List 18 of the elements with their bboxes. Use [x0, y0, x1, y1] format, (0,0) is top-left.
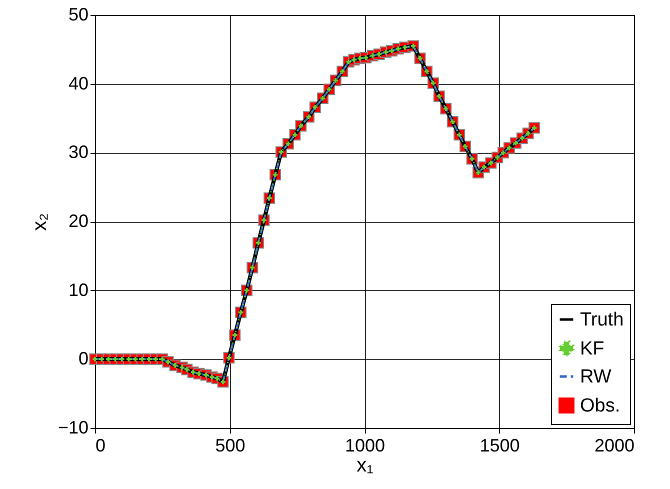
y-tick-label: −10: [58, 418, 88, 438]
y-axis-title: x₂: [28, 213, 51, 231]
x-tick-label: 2000: [594, 436, 634, 456]
x-axis-title: x₁: [356, 454, 374, 476]
x-tick-label: 0: [96, 436, 106, 456]
x-tick-label: 1500: [480, 436, 520, 456]
x-tick-label: 1000: [344, 436, 386, 456]
legend-label: Truth: [580, 310, 624, 330]
y-tick-label: 20: [68, 211, 88, 231]
legend-label: RW: [580, 366, 612, 388]
y-tick-label: 10: [68, 280, 88, 300]
y-tick-label: 0: [78, 348, 88, 369]
y-tick-label: 30: [68, 142, 88, 162]
y-tick-label: 50: [68, 4, 88, 24]
legend-label: KF: [580, 338, 604, 360]
y-tick-label: 40: [68, 73, 88, 94]
x-tick-label: 500: [215, 436, 246, 456]
legend-label: Obs.: [580, 396, 620, 416]
